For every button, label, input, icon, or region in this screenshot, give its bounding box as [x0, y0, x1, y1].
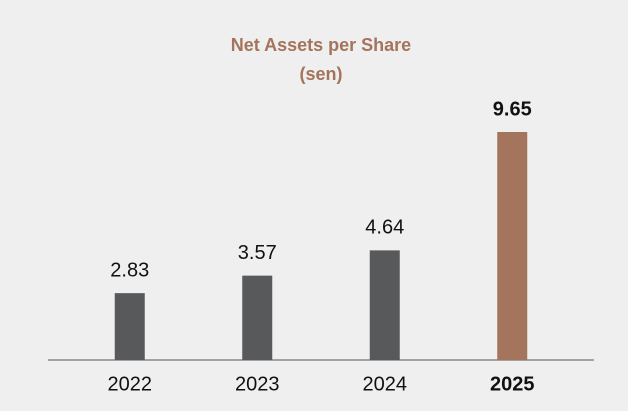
chart-subtitle: (sen)	[299, 64, 342, 84]
bar	[369, 250, 400, 360]
x-tick-label: 2024	[363, 373, 408, 395]
x-tick-label: 2023	[235, 373, 280, 395]
bar	[114, 293, 145, 360]
chart-title: Net Assets per Share	[231, 35, 411, 55]
value-label: 4.64	[365, 217, 404, 239]
x-tick-label: 2022	[108, 373, 153, 395]
value-label: 3.57	[238, 242, 277, 264]
bar	[497, 132, 528, 360]
value-label: 9.65	[493, 98, 532, 120]
x-tick-label: 2025	[490, 373, 535, 395]
bar	[242, 275, 273, 360]
value-label: 2.83	[110, 259, 149, 281]
